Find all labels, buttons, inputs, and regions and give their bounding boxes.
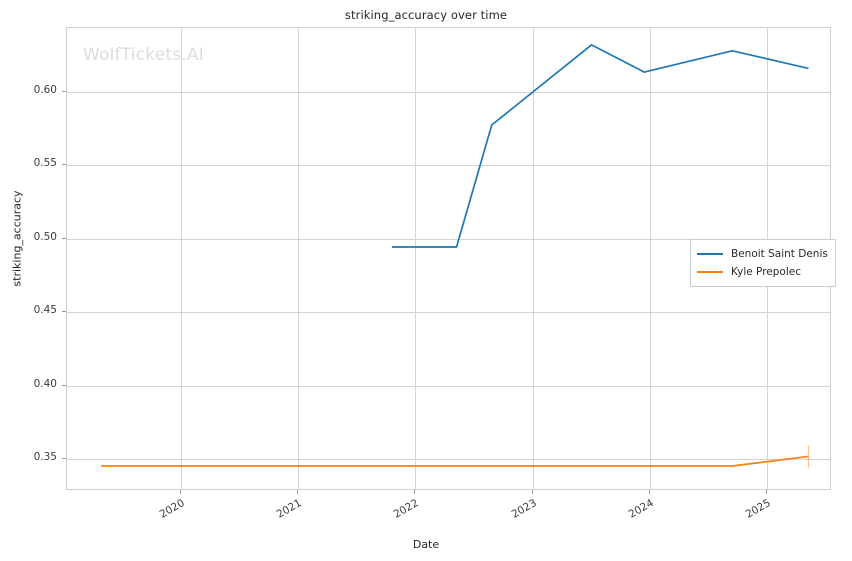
legend-item[interactable]: Kyle Prepolec (697, 263, 828, 281)
x-tick-mark (179, 490, 181, 494)
gridline-vertical (650, 28, 652, 489)
y-tick-label: 0.50 (33, 230, 57, 243)
gridline-vertical (298, 28, 300, 489)
y-tick-mark (62, 458, 66, 460)
x-tick-mark (414, 490, 416, 494)
legend-item[interactable]: Benoit Saint Denis (697, 245, 828, 263)
gridline-horizontal (67, 459, 830, 461)
legend-color-swatch (697, 253, 723, 255)
y-tick-mark (62, 311, 66, 313)
gridline-vertical (415, 28, 417, 489)
y-tick-label: 0.35 (33, 451, 57, 464)
y-tick-mark (62, 384, 66, 386)
x-tick-mark (531, 490, 533, 494)
chart-title: striking_accuracy over time (344, 8, 508, 22)
legend-color-swatch (697, 271, 723, 273)
x-tick-mark (649, 490, 651, 494)
x-tick-label: 2020 (157, 497, 187, 521)
y-tick-label: 0.60 (33, 83, 57, 96)
x-axis-label: Date (412, 538, 440, 551)
y-tick-mark (62, 237, 66, 239)
x-tick-label: 2024 (626, 497, 656, 521)
series-line (101, 455, 809, 467)
gridline-horizontal (67, 238, 830, 240)
gridline-vertical (180, 28, 182, 489)
x-tick-label: 2022 (392, 497, 422, 521)
chart-legend: Benoit Saint Denis Kyle Prepolec (690, 239, 836, 287)
y-tick-mark (62, 90, 66, 92)
gridline-vertical (532, 28, 534, 489)
x-tick-mark (297, 490, 299, 494)
series-line (392, 44, 809, 248)
y-tick-label: 0.40 (33, 377, 57, 390)
x-tick-label: 2021 (274, 497, 304, 521)
x-tick-mark (766, 490, 768, 494)
y-tick-label: 0.45 (33, 304, 57, 317)
x-tick-label: 2025 (744, 497, 774, 521)
series-lines (101, 44, 810, 468)
gridline-horizontal (67, 312, 830, 314)
y-tick-mark (62, 164, 66, 166)
y-axis-label: striking_accuracy (10, 190, 24, 287)
gridline-horizontal (67, 91, 830, 93)
legend-label: Benoit Saint Denis (731, 248, 828, 260)
gridline-horizontal (67, 165, 830, 167)
gridline-horizontal (67, 385, 830, 387)
x-tick-label: 2023 (509, 497, 539, 521)
legend-label: Kyle Prepolec (731, 266, 801, 278)
y-tick-label: 0.55 (33, 157, 57, 170)
